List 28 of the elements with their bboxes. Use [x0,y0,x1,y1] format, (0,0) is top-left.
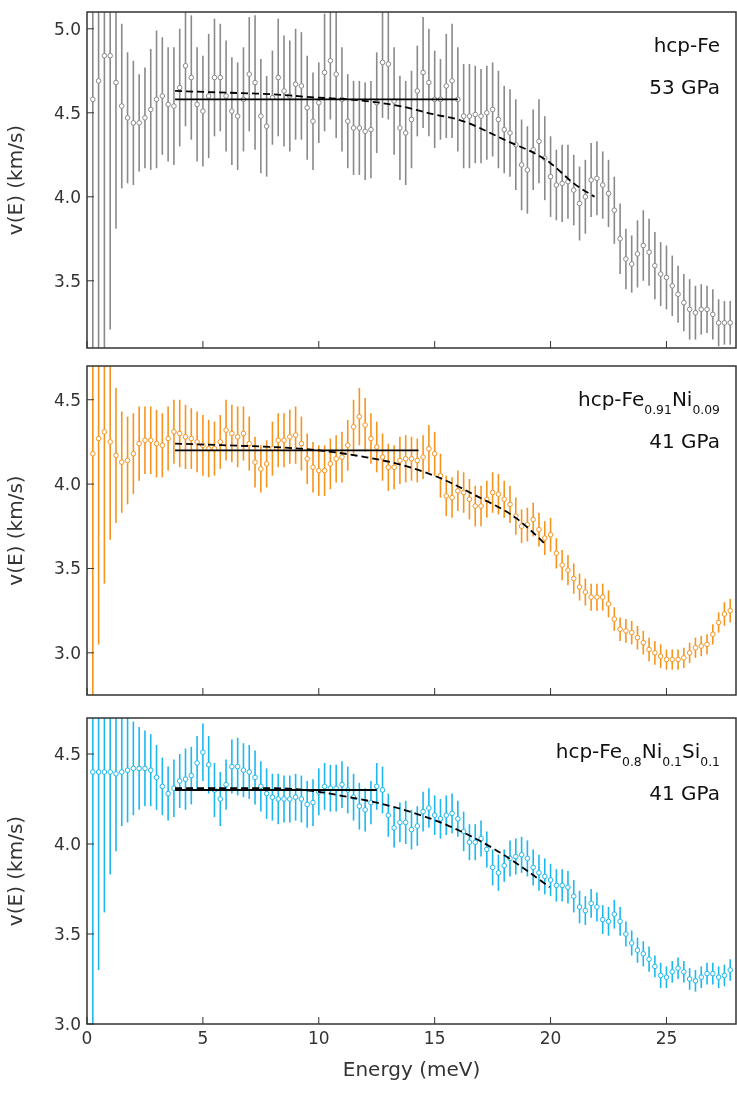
y-tick-label: 4.5 [53,743,81,764]
x-tick-label: 15 [423,1028,446,1048]
annotation: hcp-Fe$_{0.91}$Ni$_{0.09}$ [577,387,721,417]
x-axis-title: Energy (meV) [342,1057,481,1081]
x-tick-label: 20 [539,1028,562,1048]
annotation: 53 GPa [649,75,720,99]
y-tick-label: 4.0 [53,186,81,207]
annotation: 41 GPa [649,429,720,453]
x-tick-label: 25 [655,1028,678,1048]
x-tick-label: 0 [81,1028,93,1048]
y-tick-label: 3.5 [53,558,81,579]
y-tick-label: 4.5 [53,102,81,123]
y-tick-label: 3.0 [53,642,81,663]
y-tick-label: 4.0 [53,474,81,495]
annotation: hcp-Fe [653,33,720,57]
x-tick-label: 10 [307,1028,330,1048]
y-tick-label: 4.5 [53,389,81,410]
y-tick-label: 3.5 [53,923,81,944]
annotation: hcp-Fe$_{0.8}$Ni$_{0.1}$Si$_{0.1}$ [555,739,720,769]
y-tick-label: 3.0 [53,1013,81,1034]
y-tick-label: 4.0 [53,833,81,854]
annotation: 41 GPa [649,781,720,805]
y-axis-title: v(E) (km/s) [3,124,27,236]
x-tick-label: 5 [197,1028,209,1048]
y-axis-title: v(E) (km/s) [3,475,27,586]
y-tick-label: 3.5 [53,270,81,291]
y-axis-title: v(E) (km/s) [3,815,27,927]
y-tick-label: 5.0 [53,18,81,39]
